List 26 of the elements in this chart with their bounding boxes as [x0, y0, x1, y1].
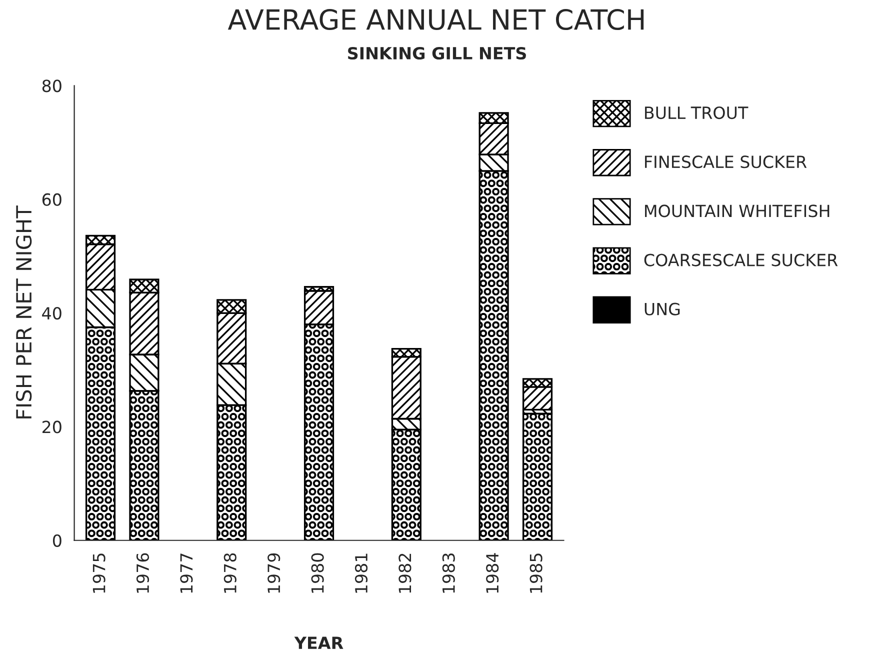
x-tick-label: 1975 — [92, 554, 106, 593]
legend-label: UNG — [644, 302, 680, 316]
y-tick-label: 0 — [52, 534, 62, 547]
chart-title: AVERAGE ANNUAL NET CATCH — [228, 9, 644, 30]
x-tick-label: 1980 — [311, 553, 324, 593]
x-tick-label: 1983 — [442, 554, 455, 593]
y-tick-label: 80 — [42, 80, 62, 92]
x-tick-label: 1978 — [224, 553, 236, 593]
x-tick-label: 1985 — [530, 554, 542, 593]
legend-label: FINESCALE SUCKER — [645, 156, 807, 168]
x-tick-label: 1982 — [398, 554, 412, 593]
y-axis-title: FISH PER NET NIGHT — [16, 206, 32, 418]
x-axis-title: YEAR — [294, 636, 344, 649]
x-tick-label: 1981 — [354, 554, 368, 593]
legend-label: COARSESCALE SUCKER — [644, 254, 838, 266]
legend-label: BULL TROUT — [645, 106, 748, 120]
y-tick-label: 20 — [42, 420, 62, 434]
x-tick-label: 1979 — [268, 553, 280, 593]
y-tick-label: 60 — [42, 193, 62, 206]
bar — [522, 412, 553, 540]
x-tick-label: 1976 — [136, 553, 150, 593]
x-tick-label: 1977 — [180, 554, 193, 593]
chart-subtitle: SINKING GILL NETS — [348, 46, 526, 60]
y-tick-label: 40 — [42, 306, 62, 320]
x-tick-label: 1984 — [486, 553, 499, 593]
legend-label: MOUNTAIN WHITEFISH — [645, 204, 830, 218]
